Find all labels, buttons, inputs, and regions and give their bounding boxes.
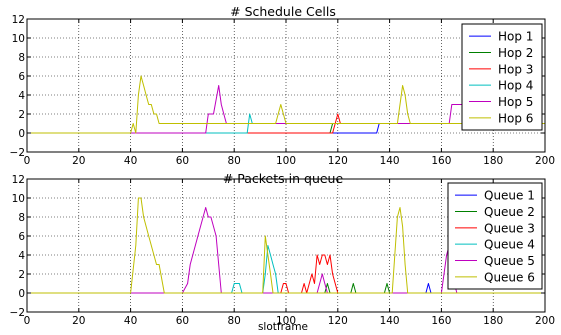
y-tick-label: 4 (18, 250, 25, 262)
legend-label-hop-3: Hop 3 (498, 62, 533, 76)
series-line-queue-6 (27, 197, 545, 294)
x-tick-label: 20 (72, 315, 85, 327)
schedule-cells-chart: # Schedule Cells 0 20 40 60 80 100 120 140 160 18… (10, 4, 556, 167)
x-tick-label: 40 (124, 315, 137, 327)
y-tick-label: 10 (12, 193, 25, 205)
x-tick-label: 60 (176, 315, 189, 327)
y-tick-label: 0 (18, 288, 25, 300)
legend-label-hop-4: Hop 4 (498, 79, 533, 93)
x-tick-label: 100 (276, 315, 296, 327)
y-tick-label: 2 (18, 109, 25, 121)
legend-label-hop-5: Hop 5 (498, 95, 533, 109)
x-tick-label: 200 (535, 315, 555, 327)
legend-label-queue-4: Queue 4 (484, 238, 535, 252)
series-line-queue-3 (27, 254, 545, 294)
y-tick-label: 6 (18, 71, 25, 83)
series-line-queue-4 (27, 245, 545, 294)
legend-label-queue-5: Queue 5 (484, 254, 535, 268)
y-tick-label: 12 (12, 14, 25, 26)
packets-in-queue-chart: # Packets in queue slotframe 0 20 40 60 80 10… (10, 171, 556, 333)
x-tick-label: 160 (431, 155, 451, 167)
x-tick-label: 80 (228, 155, 241, 167)
y-tick-label: 12 (12, 174, 25, 186)
x-tick-label: 160 (431, 315, 451, 327)
legend-label-queue-3: Queue 3 (484, 221, 535, 235)
y-tick-label: −2 (10, 307, 25, 319)
x-tick-label: 120 (328, 155, 348, 167)
x-tick-label: 140 (380, 155, 400, 167)
x-tick-label: 0 (24, 155, 31, 167)
x-tick-label: 60 (176, 155, 189, 167)
y-tick-label: 10 (12, 33, 25, 45)
legend-label-hop-2: Hop 2 (498, 46, 533, 60)
y-tick-label: 2 (18, 269, 25, 281)
y-tick-label: 4 (18, 90, 25, 102)
legend-label-hop-6: Hop 6 (498, 111, 533, 125)
y-tick-label: 0 (18, 128, 25, 140)
legend: Queue 1 Queue 2 Queue 3 Queue 4 Queue 5 Queue… (447, 182, 543, 290)
legend-box (447, 182, 543, 290)
series-line-hop-6 (27, 75, 545, 134)
chart-title: # Schedule Cells (230, 4, 336, 19)
y-tick-label: 6 (18, 231, 25, 243)
y-tick-label: 8 (18, 212, 25, 224)
y-tick-label: −2 (10, 147, 25, 159)
x-tick-label: 100 (276, 155, 296, 167)
x-tick-label: 120 (328, 315, 348, 327)
x-axis-label: slotframe (258, 321, 308, 333)
x-tick-label: 80 (228, 315, 241, 327)
legend-label-queue-6: Queue 6 (484, 270, 535, 284)
x-tick-label: 200 (535, 155, 555, 167)
legend-label-queue-1: Queue 1 (484, 189, 535, 203)
x-tick-label: 180 (483, 155, 503, 167)
legend-label-queue-2: Queue 2 (484, 205, 535, 219)
x-tick-label: 140 (380, 315, 400, 327)
y-tick-label: 8 (18, 52, 25, 64)
x-tick-label: 180 (483, 315, 503, 327)
x-tick-label: 40 (124, 155, 137, 167)
series-line-queue-2 (27, 283, 545, 294)
legend: Hop 1 Hop 2 Hop 3 Hop 4 Hop 5 Hop 6 (461, 23, 543, 131)
x-tick-label: 20 (72, 155, 85, 167)
x-tick-label: 0 (24, 315, 31, 327)
legend-label-hop-1: Hop 1 (498, 30, 533, 44)
legend-box (461, 23, 543, 131)
